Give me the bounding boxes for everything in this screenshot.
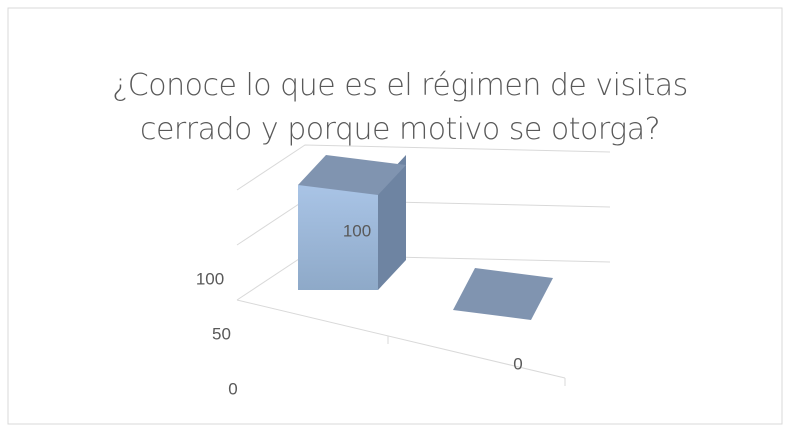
floor-edge — [236, 299, 566, 379]
y-tick-label: 100 — [196, 269, 224, 288]
chart-title: ¿Conoce lo que es el régimen de visitas … — [112, 68, 688, 147]
bar-side — [378, 154, 406, 290]
y-tick-label: 50 — [212, 324, 231, 343]
bar-front — [298, 184, 378, 290]
grid-line — [236, 144, 611, 191]
data-label: 100 — [343, 221, 371, 240]
y-tick-label: 0 — [228, 379, 237, 398]
data-label: 0 — [513, 354, 522, 373]
bar-top — [453, 268, 553, 320]
bar-top — [298, 154, 406, 195]
bar — [453, 268, 553, 320]
bar — [298, 154, 406, 290]
